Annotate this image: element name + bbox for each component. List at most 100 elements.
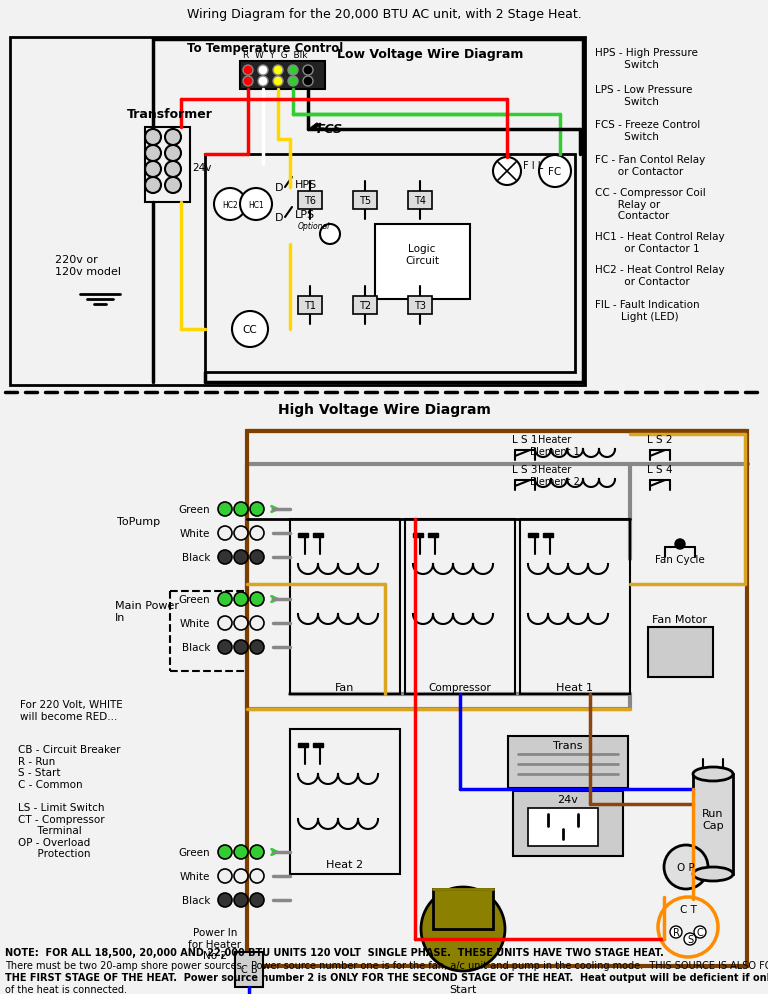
Text: Green: Green xyxy=(178,594,210,604)
Bar xyxy=(408,296,432,315)
Text: For 220 Volt, WHITE
will become RED...: For 220 Volt, WHITE will become RED... xyxy=(20,700,123,721)
Text: Green: Green xyxy=(178,505,210,515)
Ellipse shape xyxy=(693,767,733,781)
Bar xyxy=(528,534,538,538)
Circle shape xyxy=(145,130,161,146)
Circle shape xyxy=(218,640,232,654)
Bar xyxy=(413,534,423,538)
Circle shape xyxy=(234,503,248,517)
Text: HC1 - Heat Control Relay
         or Contactor 1: HC1 - Heat Control Relay or Contactor 1 xyxy=(595,232,725,253)
Text: High Voltage Wire Diagram: High Voltage Wire Diagram xyxy=(277,403,491,416)
Circle shape xyxy=(218,592,232,606)
Bar xyxy=(693,774,733,874)
Text: Optional: Optional xyxy=(298,222,330,231)
Bar xyxy=(298,296,322,315)
Bar xyxy=(528,808,598,846)
Text: CB - Circuit Breaker
R - Run
S - Start
C - Common

LS - Limit Switch
CT - Compre: CB - Circuit Breaker R - Run S - Start C… xyxy=(18,745,121,859)
Bar xyxy=(290,520,400,694)
Bar xyxy=(433,889,493,929)
Circle shape xyxy=(214,189,246,221)
Circle shape xyxy=(243,77,253,86)
Circle shape xyxy=(165,130,181,146)
Bar xyxy=(290,730,400,874)
Text: L S 4: L S 4 xyxy=(647,464,673,474)
Text: Logic
Circuit: Logic Circuit xyxy=(405,244,439,265)
Bar xyxy=(513,791,623,856)
Text: To Temperature Control: To Temperature Control xyxy=(187,42,343,55)
Circle shape xyxy=(234,845,248,859)
Text: F I L: F I L xyxy=(523,161,543,171)
Text: HC2: HC2 xyxy=(222,201,238,210)
Text: C T: C T xyxy=(680,905,697,914)
Circle shape xyxy=(218,551,232,565)
Text: Trans: Trans xyxy=(553,741,583,750)
Circle shape xyxy=(421,887,505,971)
Circle shape xyxy=(658,898,718,957)
Text: HC1: HC1 xyxy=(248,201,264,210)
Text: White: White xyxy=(180,871,210,881)
Text: CC: CC xyxy=(243,325,257,335)
Circle shape xyxy=(250,640,264,654)
Circle shape xyxy=(234,893,248,908)
Circle shape xyxy=(234,592,248,606)
Ellipse shape xyxy=(693,867,733,881)
Circle shape xyxy=(303,66,313,76)
Text: 220v or
120v model: 220v or 120v model xyxy=(55,254,121,276)
Circle shape xyxy=(232,312,268,348)
Text: Heater
Element 1: Heater Element 1 xyxy=(530,434,580,456)
Text: L S 2: L S 2 xyxy=(647,434,673,444)
Text: 24v: 24v xyxy=(558,794,578,804)
Circle shape xyxy=(539,156,571,188)
Bar xyxy=(205,155,575,373)
Circle shape xyxy=(250,893,264,908)
Circle shape xyxy=(218,893,232,908)
Circle shape xyxy=(250,616,264,630)
Bar xyxy=(353,192,377,210)
Circle shape xyxy=(250,845,264,859)
Circle shape xyxy=(250,592,264,606)
Circle shape xyxy=(234,616,248,630)
Text: Start
Cap: Start Cap xyxy=(449,984,477,994)
Text: White: White xyxy=(180,529,210,539)
Text: T3: T3 xyxy=(414,301,426,311)
Text: Fan Cycle: Fan Cycle xyxy=(655,555,705,565)
Text: Black: Black xyxy=(181,553,210,563)
Bar xyxy=(313,744,323,747)
Circle shape xyxy=(218,527,232,541)
Text: LPS: LPS xyxy=(295,210,315,220)
Circle shape xyxy=(250,869,264,883)
Bar xyxy=(10,38,585,386)
Text: FCS - Freeze Control
         Switch: FCS - Freeze Control Switch xyxy=(595,120,700,141)
Text: Black: Black xyxy=(181,642,210,652)
Text: ToPump: ToPump xyxy=(117,517,160,527)
Text: T5: T5 xyxy=(359,196,371,206)
Text: Heat 1: Heat 1 xyxy=(557,682,594,692)
Text: D: D xyxy=(275,183,283,193)
Text: R  W  Y  G  Blk: R W Y G Blk xyxy=(243,51,307,60)
Text: Wiring Diagram for the 20,000 BTU AC unit, with 2 Stage Heat.: Wiring Diagram for the 20,000 BTU AC uni… xyxy=(187,8,581,21)
Text: S: S xyxy=(687,934,693,944)
Circle shape xyxy=(145,178,161,194)
Text: FCS: FCS xyxy=(317,123,343,136)
Text: THE FIRST STAGE OF THE HEAT.  Power source number 2 is ONLY FOR THE SECOND STAGE: THE FIRST STAGE OF THE HEAT. Power sourc… xyxy=(5,972,768,982)
Text: Heat 2: Heat 2 xyxy=(326,859,363,869)
Circle shape xyxy=(273,77,283,86)
Bar xyxy=(298,534,308,538)
Circle shape xyxy=(165,178,181,194)
Bar xyxy=(428,534,438,538)
Circle shape xyxy=(218,503,232,517)
Circle shape xyxy=(320,225,340,245)
Bar xyxy=(145,128,190,203)
Bar xyxy=(247,431,747,966)
Text: FIL - Fault Indication
        Light (LED): FIL - Fault Indication Light (LED) xyxy=(595,300,700,321)
Text: White: White xyxy=(180,618,210,628)
Circle shape xyxy=(218,616,232,630)
Circle shape xyxy=(670,926,682,938)
Circle shape xyxy=(240,189,272,221)
Circle shape xyxy=(694,926,706,938)
Circle shape xyxy=(234,551,248,565)
Text: NOTE:  FOR ALL 18,500, 20,000 AND 22,000 BTU UNITS 120 VOLT  SINGLE PHASE.  THES: NOTE: FOR ALL 18,500, 20,000 AND 22,000 … xyxy=(5,947,664,957)
Circle shape xyxy=(250,551,264,565)
Circle shape xyxy=(258,77,268,86)
Text: Transformer: Transformer xyxy=(127,108,213,121)
